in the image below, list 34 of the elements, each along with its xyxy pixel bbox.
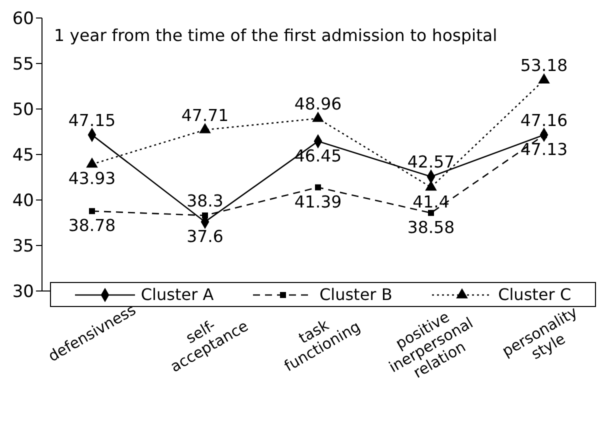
data-label: 42.57 bbox=[407, 152, 455, 172]
data-label: 47.15 bbox=[68, 110, 116, 130]
y-tick-label: 50 bbox=[12, 100, 34, 120]
data-label: 38.3 bbox=[186, 191, 224, 210]
y-tick-label: 35 bbox=[12, 236, 34, 257]
data-label: 38.58 bbox=[407, 218, 455, 237]
legend-label: Cluster C bbox=[498, 285, 572, 304]
y-tick-label: 60 bbox=[12, 9, 34, 30]
legend-label: Cluster B bbox=[319, 285, 392, 304]
data-label: 46.45 bbox=[294, 146, 342, 166]
point bbox=[89, 208, 95, 214]
data-label: 41.4 bbox=[412, 192, 450, 212]
point bbox=[202, 212, 208, 218]
data-label: 38.78 bbox=[68, 216, 116, 236]
point bbox=[428, 210, 434, 216]
data-label: 53.18 bbox=[520, 56, 568, 76]
data-label: 48.96 bbox=[294, 94, 342, 114]
y-tick-label: 45 bbox=[12, 146, 34, 166]
data-label: 47.71 bbox=[181, 106, 229, 125]
point bbox=[312, 112, 324, 122]
y-tick-label: 40 bbox=[12, 191, 34, 212]
point bbox=[86, 157, 98, 168]
y-tick-label: 30 bbox=[12, 282, 34, 302]
data-label: 47.13 bbox=[520, 140, 568, 160]
point bbox=[315, 184, 321, 190]
point bbox=[538, 73, 550, 84]
y-tick-label: 55 bbox=[12, 54, 34, 75]
data-label: 41.39 bbox=[294, 192, 342, 212]
data-label: 43.93 bbox=[68, 169, 116, 188]
legend-label: Cluster A bbox=[140, 285, 214, 304]
text: 1 year from the time of the first admission to hospital bbox=[54, 26, 498, 45]
point bbox=[199, 123, 211, 134]
data-label: 47.16 bbox=[520, 110, 568, 130]
data-label: 37.6 bbox=[186, 226, 224, 246]
